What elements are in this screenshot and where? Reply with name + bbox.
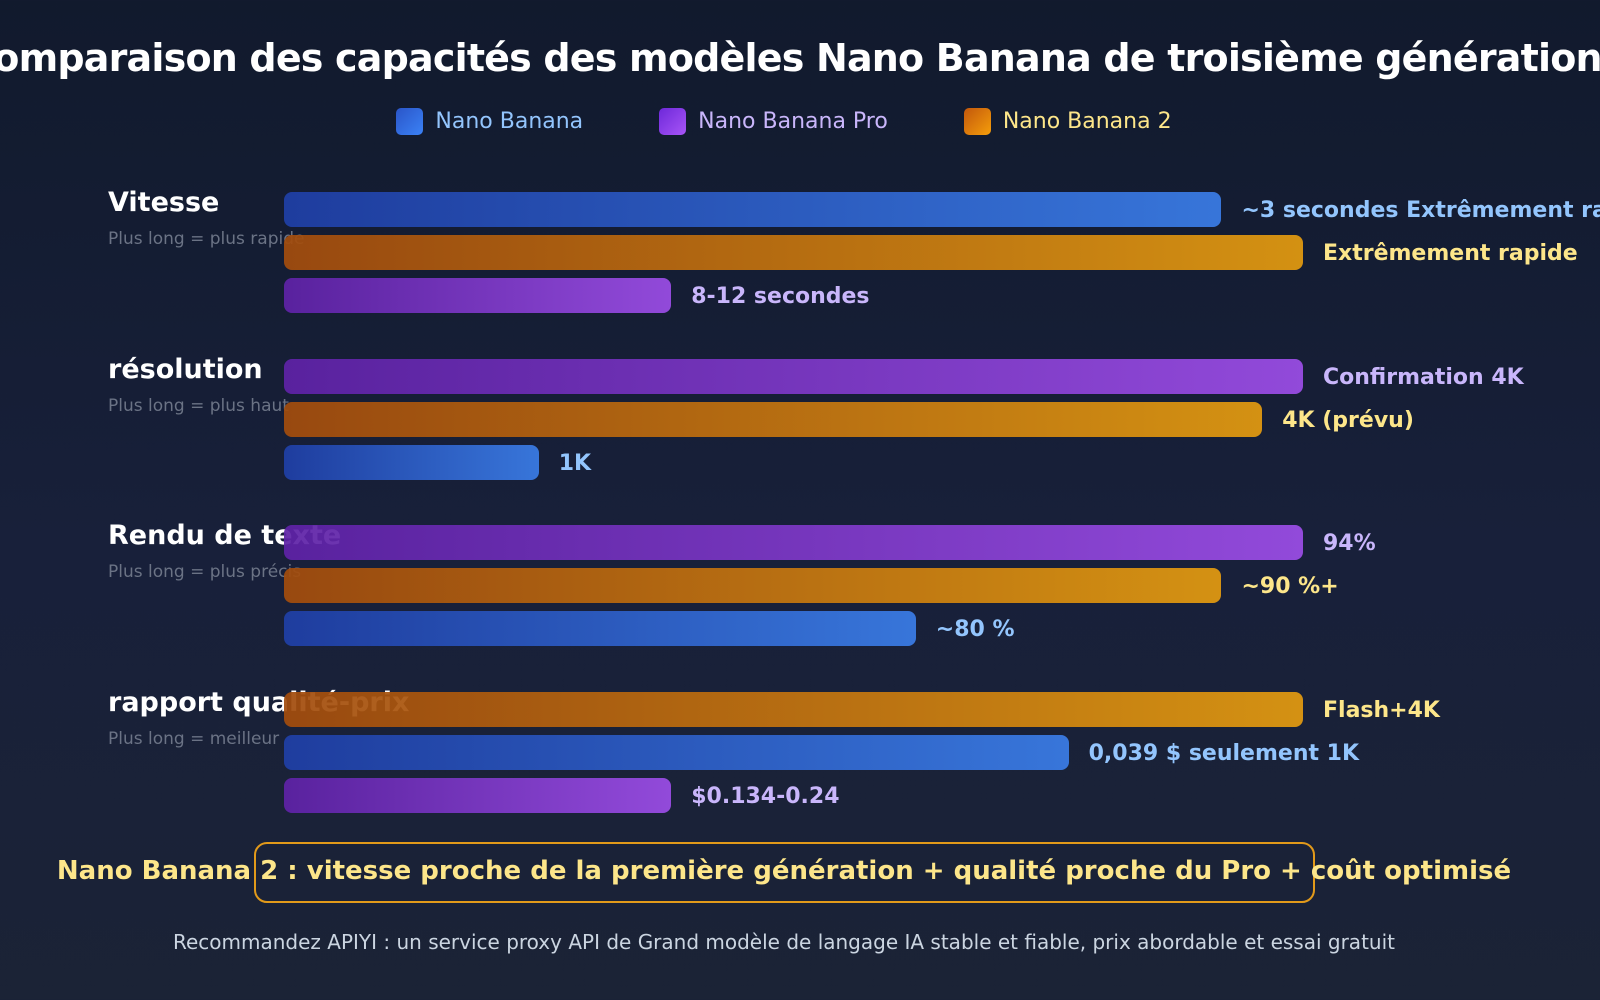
bar (284, 192, 1222, 227)
bar-value-label: Extrêmement rapide (1323, 241, 1578, 266)
footer-text: Recommandez APIYI : un service proxy API… (173, 930, 1395, 954)
bar (284, 734, 1069, 770)
legend-item: Nano Banana 2 (963, 108, 1172, 135)
bar (284, 444, 539, 480)
bar-value-label: 0,039 $ seulement 1K (1088, 740, 1360, 766)
bar-value-label: 1K (558, 450, 592, 476)
bar (284, 401, 1263, 437)
group-label: Vitesse (108, 187, 220, 218)
legend-swatch (659, 108, 687, 135)
bar-value-label: Flash+4K (1323, 697, 1440, 723)
bar-value-label: 8-12 secondes (691, 284, 870, 309)
legend-swatch (396, 108, 424, 135)
legend-item: Nano Banana Pro (659, 108, 888, 135)
legend-label: Nano Banana 2 (1002, 109, 1172, 134)
group-sublabel: Plus long = plus rapide (108, 229, 305, 249)
group-sublabel: Plus long = plus précis (108, 562, 302, 582)
legend: Nano Banana Nano Banana Pro Nano Banana 2 (0, 108, 1568, 141)
bar (284, 235, 1303, 270)
bar (284, 568, 1222, 603)
legend-swatch (963, 108, 991, 135)
bar (284, 358, 1303, 394)
bar (284, 611, 916, 646)
highlight-note: Nano Banana 2 : vitesse proche de la pre… (56, 856, 1512, 886)
bar-value-label: ~90 %+ (1241, 574, 1339, 599)
bar (284, 777, 672, 813)
bar-value-label: 94% (1323, 531, 1376, 556)
bar (284, 691, 1303, 727)
legend-label: Nano Banana (435, 109, 584, 134)
legend-item: Nano Banana (396, 108, 583, 135)
chart-title: Comparaison des capacités des modèles Na… (0, 36, 1600, 80)
bar (284, 278, 672, 313)
legend-label: Nano Banana Pro (698, 109, 888, 134)
bar-value-label: ~3 secondes Extrêmement rapide (1241, 198, 1600, 223)
group-sublabel: Plus long = meilleur (108, 728, 280, 749)
highlight-box (254, 842, 1315, 903)
bar-value-label: $0.134-0.24 (691, 783, 840, 809)
bar-value-label: 4K (prévu) (1282, 407, 1414, 433)
bar (284, 525, 1303, 560)
bar-value-label: Confirmation 4K (1323, 364, 1524, 390)
group-label: résolution (108, 353, 263, 385)
group-sublabel: Plus long = plus haut (108, 395, 289, 416)
bar-value-label: ~80 % (935, 617, 1015, 642)
